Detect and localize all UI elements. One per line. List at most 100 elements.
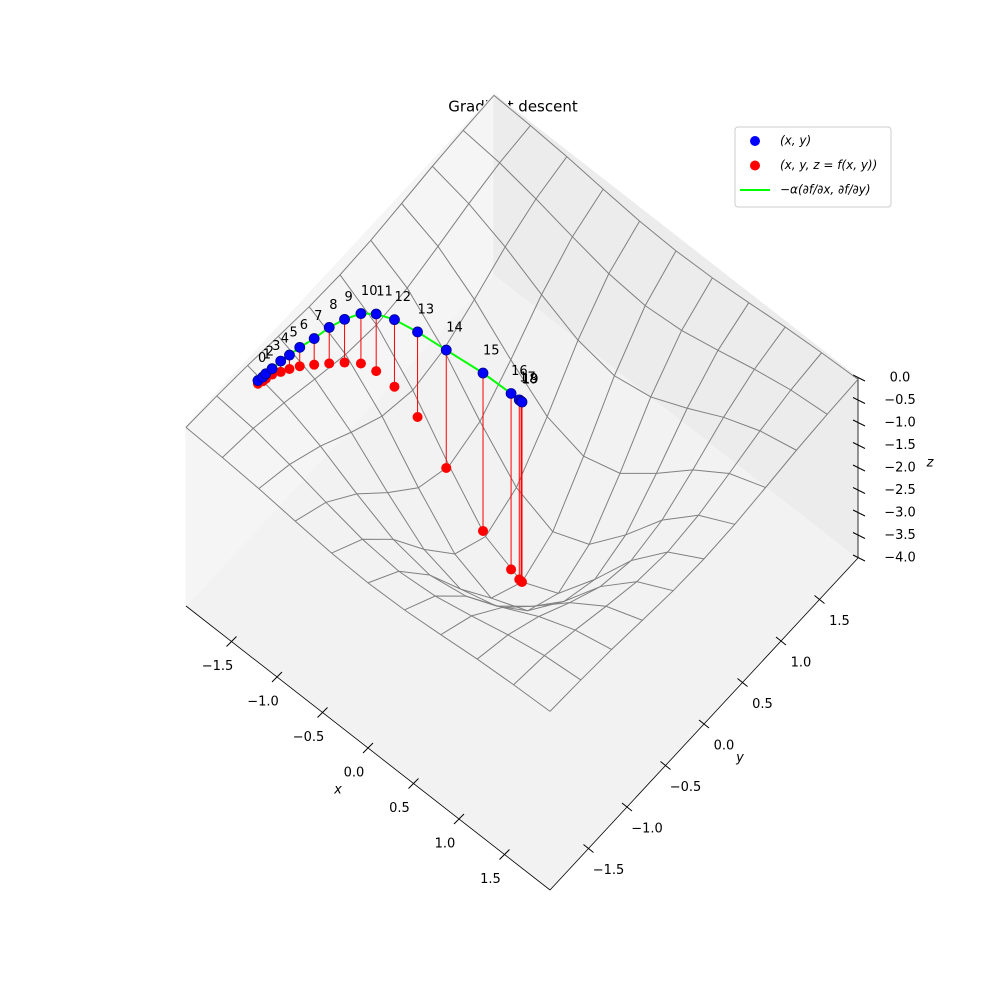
y-tick-label: 1.5: [829, 614, 850, 629]
blue-point: [294, 341, 306, 353]
z-tick: [852, 487, 866, 494]
z-tick: [852, 554, 866, 562]
blue-point: [516, 396, 528, 408]
point-label: 16: [511, 364, 528, 379]
blue-point: [412, 326, 423, 338]
point-label: 6: [300, 318, 308, 333]
z-tick: [852, 374, 866, 382]
z-tick: [852, 509, 866, 517]
blue-point: [389, 314, 400, 326]
x-tick-label: −1.0: [247, 695, 279, 710]
y-axis-label: y: [735, 751, 744, 766]
z-tick: [852, 464, 866, 472]
point-label: 17: [519, 370, 536, 385]
point-label: 9: [345, 290, 353, 305]
x-tick-label: 0.5: [389, 801, 410, 816]
z-tick-label: −1.0: [884, 416, 916, 431]
wireframe-col: [513, 352, 822, 686]
blue-point: [355, 308, 367, 319]
point-label: 14: [446, 321, 463, 336]
point-label: 8: [329, 298, 337, 313]
z-tick-label: 0.0: [890, 371, 911, 386]
red-point: [284, 364, 295, 375]
red-point: [478, 525, 489, 536]
point-label: 1: [263, 348, 271, 363]
red-point: [517, 577, 527, 587]
red-point: [275, 366, 286, 377]
y-tick: [621, 802, 633, 812]
x-tick: [317, 707, 328, 718]
point-label: 5: [289, 326, 297, 341]
y-tick-label: −1.0: [631, 822, 663, 837]
z-tick: [852, 397, 866, 404]
wireframe-col: [476, 326, 786, 660]
blue-point: [323, 322, 335, 333]
z-tick-label: −2.5: [884, 483, 916, 498]
y-tick-label: 0.0: [714, 739, 735, 754]
point-label: 12: [394, 290, 411, 305]
y-tick-label: −1.5: [593, 863, 625, 878]
blue-point: [275, 355, 287, 367]
y-tick: [737, 678, 748, 687]
red-point: [324, 358, 335, 369]
y-tick: [814, 595, 825, 604]
red-point: [309, 359, 320, 370]
blue-point: [266, 363, 278, 375]
blue-point: [440, 344, 452, 356]
y-tick: [583, 844, 594, 853]
legend-marker: [750, 136, 760, 146]
x-tick-label: −1.5: [202, 659, 234, 674]
z-axis-label: z: [926, 456, 935, 471]
blue-point: [339, 313, 350, 325]
x-tick: [499, 849, 510, 860]
red-point: [371, 366, 382, 377]
red-point: [389, 381, 400, 392]
x-tick-label: 0.0: [344, 766, 365, 781]
y-tick: [698, 719, 710, 729]
point-label: 10: [361, 284, 378, 299]
red-point: [339, 357, 350, 368]
blue-point: [370, 308, 382, 320]
point-label: 13: [418, 302, 435, 317]
legend-label: (x, y, z = f(x, y)): [780, 158, 877, 172]
blue-point: [308, 333, 320, 344]
point-label: 0: [258, 351, 266, 366]
legend: (x, y) (x, y, z = f(x, y)) −α(∂f/∂x, ∂f/∂y…: [734, 126, 892, 208]
z-tick-label: −3.0: [884, 506, 916, 521]
z-tick-label: −4.0: [884, 551, 916, 566]
wireframe-col: [404, 277, 713, 612]
x-tick: [453, 813, 465, 825]
y-tick-label: −0.5: [670, 780, 702, 795]
blue-point: [505, 388, 517, 399]
z-tick: [852, 442, 866, 449]
y-tick-label: 0.5: [752, 697, 773, 712]
y-tick: [775, 636, 787, 646]
x-tick: [362, 742, 374, 754]
point-label: 3: [272, 339, 280, 354]
blue-point: [477, 367, 489, 379]
legend-marker: [750, 160, 760, 171]
z-tick: [852, 532, 866, 539]
legend-label: (x, y): [780, 134, 811, 148]
z-tick-label: −0.5: [884, 393, 916, 408]
point-label: 18: [521, 372, 538, 387]
point-label: 19: [522, 373, 539, 388]
point-label: 2: [266, 344, 274, 359]
point-label: 11: [376, 284, 393, 299]
blue-point: [284, 349, 295, 361]
x-tick: [408, 778, 419, 789]
wireframe-col: [549, 379, 859, 712]
red-point: [506, 564, 517, 575]
red-point: [441, 462, 452, 473]
red-point: [355, 358, 366, 369]
wireframe-col: [258, 156, 568, 490]
y-tick: [660, 761, 671, 770]
x-tick: [226, 636, 237, 647]
red-point: [294, 361, 305, 372]
z-tick-label: −2.0: [884, 461, 916, 476]
z-tick-label: −1.5: [884, 438, 916, 453]
legend-label: −α(∂f/∂x, ∂f/∂y): [780, 183, 871, 197]
wireframe-col: [331, 220, 641, 555]
x-tick: [271, 671, 283, 683]
